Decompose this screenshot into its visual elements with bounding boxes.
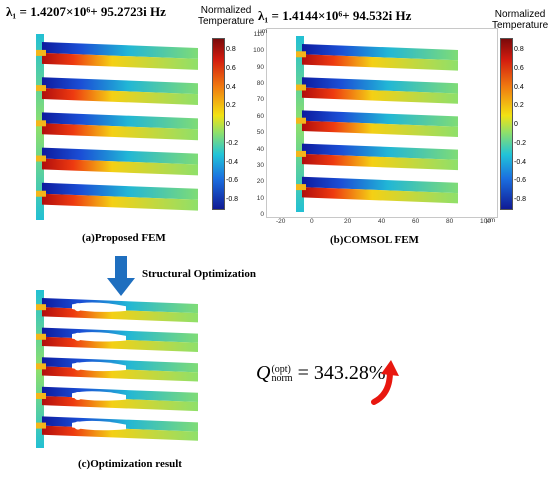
structure-stem (36, 34, 44, 220)
panel-a-colorbar (212, 38, 225, 210)
y-tick-label: 110 (253, 31, 264, 38)
colorbar-tick-label: 0.6 (514, 64, 524, 72)
colorbar-tick-label: -0.4 (514, 158, 527, 166)
structure-arm (296, 44, 458, 71)
panel-b-colorbar (500, 38, 513, 210)
x-tick-label: 40 (378, 218, 386, 225)
optimization-down-arrow-icon (107, 256, 135, 296)
colorbar-tick-label: 0.8 (226, 46, 236, 53)
structure-arm (36, 147, 198, 176)
y-tick-label: 10 (256, 194, 264, 202)
panel-b-caption: (b)COMSOL FEM (330, 234, 419, 246)
formula-equals: = (297, 362, 314, 384)
panel-a-colorbar-title-line2: Temperature (198, 16, 255, 27)
y-tick-label: 60 (256, 112, 264, 120)
panel-b-y-ticks: 110 100 90 80 70 60 50 40 30 20 10 0 (248, 31, 266, 218)
colorbar-tick-label: 0 (226, 121, 230, 128)
optimization-label: Structural Optimization (142, 268, 256, 280)
x-tick-label: 100 (480, 218, 491, 225)
structure-arm (36, 386, 198, 412)
colorbar-tick-label: -0.6 (514, 177, 527, 185)
y-tick-label: 0 (260, 211, 264, 218)
colorbar-tick-label: 0.8 (514, 46, 524, 53)
y-tick-label: 90 (256, 63, 264, 71)
panel-c-caption: (c)Optimization result (78, 458, 182, 470)
colorbar-tick-label: 0.2 (514, 102, 524, 110)
structure-arm (36, 182, 198, 211)
panel-b-colorbar-title: Normalized Temperature (492, 9, 548, 31)
structure-stem (296, 36, 304, 212)
panel-a-caption: (a)Proposed FEM (82, 232, 166, 244)
colorbar-tick-label: 0.6 (226, 64, 236, 72)
structure-arm (36, 416, 198, 441)
panel-a-eigenvalue: λ₁ = 1.4207×10⁶+ 95.2723i Hz (6, 4, 166, 19)
structure-arm (296, 143, 458, 171)
x-tick-label: 80 (446, 218, 454, 225)
panel-b-colorbar-title-line1: Normalized (494, 9, 546, 20)
colorbar-tick-label: -0.8 (514, 196, 527, 203)
colorbar-tick-label: -0.8 (226, 196, 239, 203)
colorbar-tick-label: 0.4 (226, 83, 236, 91)
x-tick-label: 0 (310, 218, 314, 225)
colorbar-tick-label: 0.2 (226, 102, 236, 110)
x-tick-label: 20 (344, 218, 352, 225)
colorbar-tick-label: -0.4 (226, 158, 239, 166)
panel-b-x-ticks: -20 0 20 40 60 80 100 (266, 218, 496, 228)
formula-value: 343.28% (313, 362, 386, 384)
panel-b-colorbar-ticks: 0.8 0.6 0.4 0.2 0 -0.2 -0.4 -0.6 -0.8 (514, 38, 540, 208)
y-tick-label: 40 (256, 145, 264, 153)
structure-arm (296, 176, 458, 204)
formula-base: Q (256, 362, 271, 384)
panel-b-fem-structure (296, 36, 458, 212)
panel-b-x-unit: μm (486, 217, 496, 224)
formula-sub: norm (271, 373, 293, 385)
q-factor-formula: Q (opt) norm = 343.28% (256, 362, 386, 385)
y-tick-label: 20 (256, 178, 264, 186)
x-tick-label: -20 (276, 218, 286, 225)
colorbar-tick-label: 0 (514, 121, 518, 128)
panel-a-fem-structure (36, 34, 198, 220)
structure-arm (296, 77, 458, 104)
colorbar-tick-label: -0.2 (514, 139, 527, 147)
y-tick-label: 50 (256, 129, 264, 137)
panel-b-eigenvalue: λ₁ = 1.4144×10⁶+ 94.532i Hz (258, 8, 412, 23)
panel-a-colorbar-title: Normalized Temperature (198, 5, 254, 27)
y-tick-label: 80 (256, 80, 264, 88)
colorbar-tick-label: 0.4 (514, 83, 524, 91)
panel-a-colorbar-ticks: 0.8 0.6 0.4 0.2 0 -0.2 -0.4 -0.6 -0.8 (226, 38, 250, 208)
structure-arm (296, 110, 458, 137)
panel-c-optimized-structure (36, 290, 198, 448)
structure-arm (36, 357, 198, 382)
formula-sup: (opt) (271, 364, 291, 376)
panel-b-y-unit: μm (258, 28, 268, 35)
panel-b-colorbar-title-line2: Temperature (492, 20, 549, 31)
y-tick-label: 30 (256, 161, 264, 169)
colorbar-tick-label: -0.6 (226, 177, 239, 185)
structure-arm (36, 327, 198, 352)
increase-arrow-icon (371, 360, 399, 405)
structure-arm (36, 298, 198, 323)
structure-arm (36, 112, 198, 141)
y-tick-label: 100 (253, 47, 264, 55)
colorbar-tick-label: -0.2 (226, 139, 239, 147)
y-tick-label: 70 (256, 96, 264, 104)
panel-a-colorbar-title-line1: Normalized (200, 5, 252, 16)
x-tick-label: 60 (412, 218, 420, 225)
structure-arm (36, 77, 198, 106)
structure-arm (36, 42, 198, 70)
